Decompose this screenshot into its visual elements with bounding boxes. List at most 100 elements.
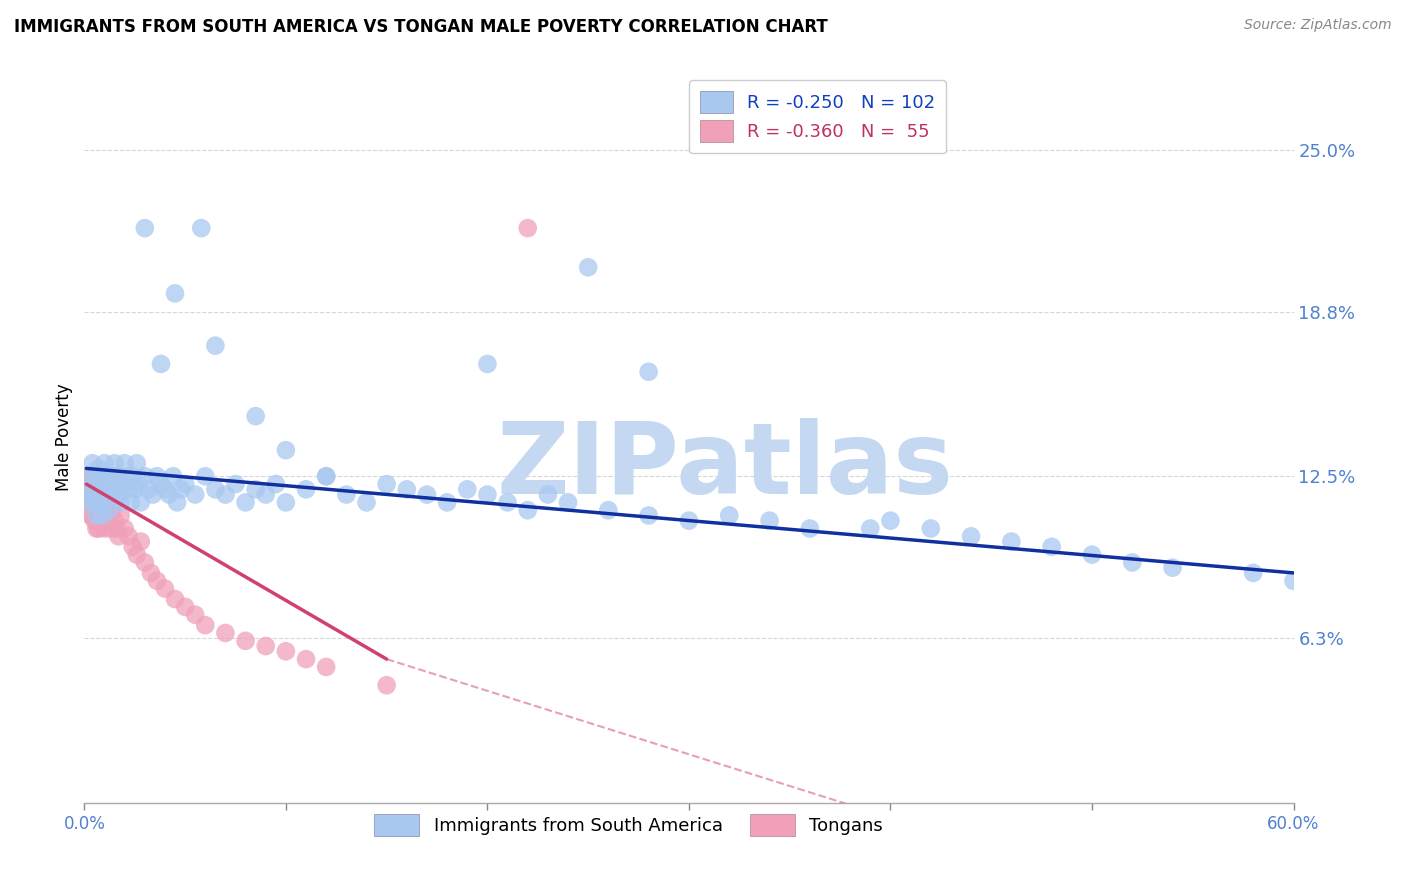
Point xyxy=(114,521,136,535)
Point xyxy=(77,487,100,501)
Point xyxy=(75,469,97,483)
Point xyxy=(82,477,104,491)
Point xyxy=(274,644,297,658)
Point xyxy=(1081,548,1104,562)
Point xyxy=(315,469,337,483)
Point xyxy=(184,607,207,622)
Point xyxy=(128,477,150,491)
Point xyxy=(214,487,236,501)
Point xyxy=(184,487,207,501)
Point xyxy=(82,456,104,470)
Point xyxy=(295,652,318,666)
Point xyxy=(1282,574,1305,588)
Point xyxy=(859,521,882,535)
Point xyxy=(134,221,156,235)
Point xyxy=(89,487,111,501)
Point xyxy=(91,483,114,497)
Point xyxy=(1040,540,1063,554)
Point xyxy=(245,409,267,424)
Point xyxy=(82,495,104,509)
Point xyxy=(91,495,114,509)
Point xyxy=(129,495,152,509)
Point xyxy=(436,495,458,509)
Point xyxy=(118,529,141,543)
Point xyxy=(139,566,162,580)
Point xyxy=(100,477,122,491)
Point xyxy=(170,483,193,497)
Point xyxy=(165,286,187,301)
Point xyxy=(96,469,118,483)
Point xyxy=(162,469,184,483)
Point xyxy=(146,469,169,483)
Point xyxy=(79,495,101,509)
Point xyxy=(93,456,115,470)
Point xyxy=(1121,556,1143,570)
Point xyxy=(83,495,105,509)
Point xyxy=(138,483,160,497)
Point xyxy=(79,495,101,509)
Point xyxy=(153,582,176,596)
Point xyxy=(157,487,180,501)
Point xyxy=(77,469,100,483)
Point xyxy=(86,469,108,483)
Point xyxy=(758,514,780,528)
Point xyxy=(104,456,127,470)
Point xyxy=(91,514,114,528)
Point xyxy=(204,339,226,353)
Point xyxy=(86,521,108,535)
Point xyxy=(87,508,110,523)
Point xyxy=(194,469,217,483)
Point xyxy=(149,477,172,491)
Point xyxy=(121,469,143,483)
Legend: Immigrants from South America, Tongans: Immigrants from South America, Tongans xyxy=(366,805,891,845)
Point xyxy=(274,495,297,509)
Point xyxy=(110,508,132,523)
Point xyxy=(718,508,741,523)
Point xyxy=(107,529,129,543)
Point xyxy=(121,540,143,554)
Point xyxy=(295,483,318,497)
Point xyxy=(637,508,659,523)
Point xyxy=(960,529,983,543)
Point xyxy=(97,483,120,497)
Point xyxy=(115,469,138,483)
Point xyxy=(83,477,105,491)
Point xyxy=(375,678,398,692)
Point xyxy=(477,487,499,501)
Point xyxy=(1000,534,1022,549)
Point xyxy=(254,487,277,501)
Point xyxy=(86,508,108,523)
Point xyxy=(96,514,118,528)
Point xyxy=(516,503,538,517)
Point xyxy=(120,495,142,509)
Point xyxy=(125,456,148,470)
Point xyxy=(165,592,187,607)
Point xyxy=(477,357,499,371)
Point xyxy=(97,508,120,523)
Point xyxy=(142,487,165,501)
Point xyxy=(153,483,176,497)
Point xyxy=(87,521,110,535)
Point xyxy=(89,495,111,509)
Point xyxy=(537,487,560,501)
Point xyxy=(83,514,105,528)
Point xyxy=(89,469,111,483)
Point xyxy=(166,495,188,509)
Point xyxy=(87,483,110,497)
Point xyxy=(107,487,129,501)
Point xyxy=(576,260,599,275)
Point xyxy=(100,521,122,535)
Point xyxy=(105,521,128,535)
Point xyxy=(225,477,247,491)
Point xyxy=(245,483,267,497)
Point xyxy=(920,521,942,535)
Point xyxy=(86,487,108,501)
Point xyxy=(104,483,127,497)
Point xyxy=(134,469,156,483)
Point xyxy=(89,503,111,517)
Point xyxy=(125,548,148,562)
Point xyxy=(87,461,110,475)
Point xyxy=(101,503,124,517)
Point xyxy=(87,495,110,509)
Point xyxy=(105,469,128,483)
